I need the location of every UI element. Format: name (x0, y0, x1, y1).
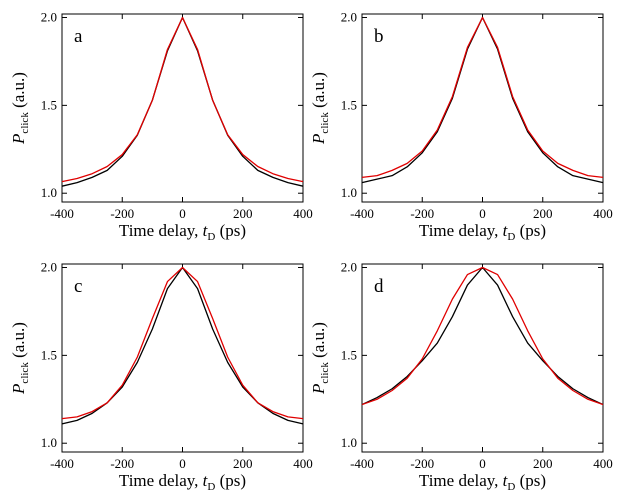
x-tick-label: -400 (50, 456, 74, 471)
x-axis-label: Time delay, tD (ps) (119, 471, 246, 493)
y-tick-label: 2.0 (41, 260, 57, 275)
panel: -400 -200 0 200 400 1.0 1.5 2.0 a Time delay, tD … (9, 10, 313, 243)
x-tick-label: 200 (533, 456, 553, 471)
x-axis-label-part: t (203, 221, 209, 240)
curve (361, 16, 604, 179)
x-axis-label-part: t (203, 471, 209, 490)
x-axis-label-part: t (503, 221, 509, 240)
x-tick-label: 0 (179, 206, 186, 221)
panel-label: c (74, 276, 82, 297)
x-tick-label: -400 (350, 456, 374, 471)
y-tick-label: 1.5 (41, 347, 57, 362)
y-axis-label: Pclick (a.u.) (309, 322, 331, 395)
y-tick-label: 1.0 (341, 435, 357, 450)
y-axis-label-part: click (19, 112, 31, 134)
y-axis-label-part: click (19, 362, 31, 384)
y-axis-label-part: P (9, 134, 28, 145)
x-tick-label: 400 (593, 456, 613, 471)
y-axis-label-part: (a.u.) (9, 322, 28, 362)
y-axis-label: Pclick (a.u.) (309, 72, 331, 145)
x-axis-label-part: D (507, 231, 515, 243)
y-axis-label: Pclick (a.u.) (9, 322, 31, 395)
x-axis-label-part: D (507, 481, 515, 493)
x-tick-label: -400 (50, 206, 74, 221)
x-axis-label-part: Time delay, (419, 471, 503, 490)
panel: -400 -200 0 200 400 1.0 1.5 2.0 c Time delay, tD … (9, 260, 313, 493)
y-axis-label-part: P (309, 134, 328, 145)
curve (61, 16, 304, 183)
x-tick-label: -200 (110, 456, 134, 471)
x-axis-label: Time delay, tD (ps) (119, 221, 246, 243)
x-tick-label: 200 (233, 456, 253, 471)
x-tick-label: 200 (533, 206, 553, 221)
y-axis-label-part: P (309, 384, 328, 395)
x-axis-label-part: (ps) (515, 221, 546, 240)
x-axis-label-part: (ps) (515, 471, 546, 490)
x-axis-label-part: (ps) (215, 471, 246, 490)
y-axis-label: Pclick (a.u.) (9, 72, 31, 145)
x-tick-label: 400 (293, 206, 313, 221)
x-axis-label-part: Time delay, (119, 221, 203, 240)
curve (361, 16, 604, 184)
y-tick-label: 2.0 (41, 10, 57, 25)
y-axis-label-part: click (319, 362, 331, 384)
x-axis-label-part: D (207, 231, 215, 243)
y-axis-label-part: (a.u.) (309, 322, 328, 362)
x-tick-label: 200 (233, 206, 253, 221)
x-tick-label: -200 (410, 206, 434, 221)
y-axis-label-part: P (9, 384, 28, 395)
curve (361, 266, 604, 406)
y-tick-label: 1.5 (341, 347, 357, 362)
plot-frame (61, 263, 304, 453)
panel: -400 -200 0 200 400 1.0 1.5 2.0 b Time delay, tD … (309, 10, 613, 243)
y-axis-label-part: (a.u.) (309, 72, 328, 112)
y-tick-label: 1.0 (341, 185, 357, 200)
panel-label: b (374, 26, 384, 47)
curve (61, 266, 304, 420)
plot-frame (361, 13, 604, 203)
x-tick-label: 0 (479, 456, 486, 471)
x-tick-label: -200 (410, 456, 434, 471)
x-tick-label: 400 (293, 456, 313, 471)
y-axis-label-part: (a.u.) (9, 72, 28, 112)
y-tick-label: 2.0 (341, 10, 357, 25)
x-tick-label: 0 (179, 456, 186, 471)
y-tick-label: 1.5 (341, 97, 357, 112)
curve (361, 266, 604, 406)
x-axis-label: Time delay, tD (ps) (419, 221, 546, 243)
x-tick-label: -200 (110, 206, 134, 221)
panel-label: d (374, 276, 384, 297)
curve (61, 266, 304, 425)
curve (61, 16, 304, 187)
y-tick-label: 1.0 (41, 185, 57, 200)
y-tick-label: 1.5 (41, 97, 57, 112)
x-tick-label: 0 (479, 206, 486, 221)
panel-label: a (74, 26, 83, 47)
x-axis-label: Time delay, tD (ps) (419, 471, 546, 493)
x-tick-label: 400 (593, 206, 613, 221)
x-axis-label-part: (ps) (215, 221, 246, 240)
plot-frame (361, 263, 604, 453)
panel: -400 -200 0 200 400 1.0 1.5 2.0 d Time delay, tD … (309, 260, 613, 493)
plot-frame (61, 13, 304, 203)
y-tick-label: 1.0 (41, 435, 57, 450)
x-axis-label-part: Time delay, (119, 471, 203, 490)
x-axis-label-part: t (503, 471, 509, 490)
y-axis-label-part: click (319, 112, 331, 134)
x-axis-label-part: Time delay, (419, 221, 503, 240)
y-tick-label: 2.0 (341, 260, 357, 275)
x-tick-label: -400 (350, 206, 374, 221)
x-axis-label-part: D (207, 481, 215, 493)
